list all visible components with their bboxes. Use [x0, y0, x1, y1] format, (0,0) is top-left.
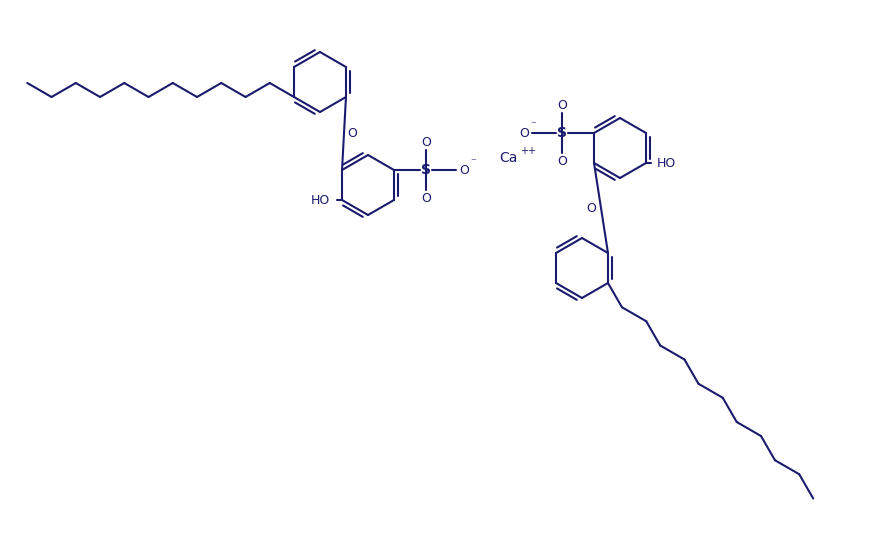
Text: ⁻: ⁻ [530, 120, 536, 130]
Text: O: O [421, 191, 431, 204]
Text: O: O [519, 126, 529, 140]
Text: S: S [421, 163, 431, 177]
Text: O: O [586, 202, 596, 215]
Text: ++: ++ [520, 146, 536, 156]
Text: HO: HO [310, 193, 330, 207]
Text: O: O [557, 99, 567, 112]
Text: O: O [557, 154, 567, 167]
Text: O: O [347, 127, 357, 140]
Text: O: O [459, 164, 469, 177]
Text: Ca: Ca [499, 151, 517, 165]
Text: HO: HO [657, 156, 676, 169]
Text: ⁻: ⁻ [470, 157, 476, 167]
Text: O: O [421, 136, 431, 148]
Text: S: S [557, 126, 567, 140]
